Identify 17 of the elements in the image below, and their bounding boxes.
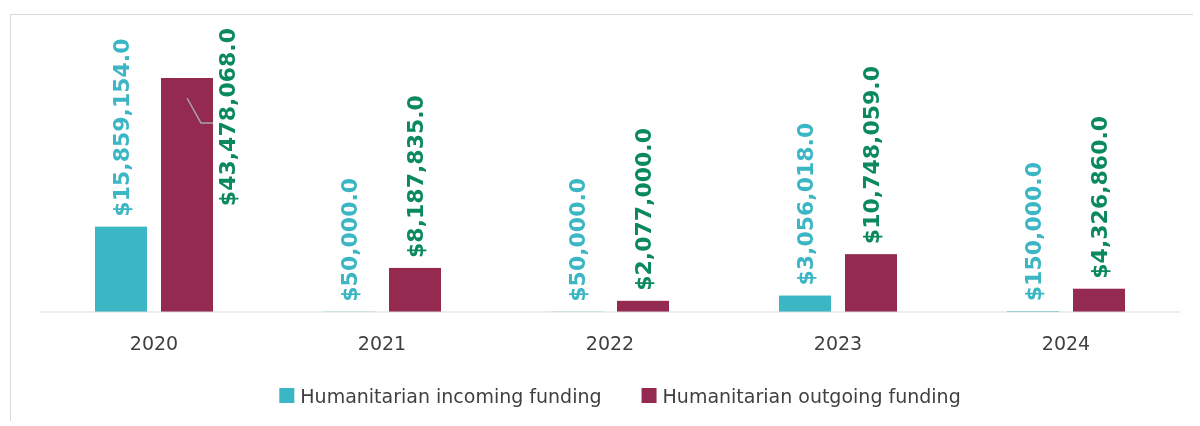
legend-label: Humanitarian outgoing funding <box>662 385 961 407</box>
data-label: $2,077,000.0 <box>630 127 656 291</box>
data-label: $3,056,018.0 <box>792 122 818 286</box>
x-tick-label: 2024 <box>1041 332 1091 354</box>
data-label: $50,000.0 <box>336 177 362 302</box>
data-label: $8,187,835.0 <box>402 95 428 258</box>
data-label: $50,000.0 <box>564 177 590 302</box>
legend-label: Humanitarian incoming funding <box>300 385 602 407</box>
data-label: $10,748,059.0 <box>858 66 884 245</box>
x-tick-label: 2020 <box>129 332 179 354</box>
data-label: $150,000.0 <box>1020 162 1046 302</box>
data-label: $15,859,154.0 <box>108 38 134 217</box>
data-label: $4,326,860.0 <box>1086 115 1112 279</box>
x-tick-label: 2022 <box>585 332 635 354</box>
x-tick-label: 2021 <box>357 332 407 354</box>
data-label: $43,478,068.0 <box>214 28 240 207</box>
x-tick-label: 2023 <box>813 332 863 354</box>
